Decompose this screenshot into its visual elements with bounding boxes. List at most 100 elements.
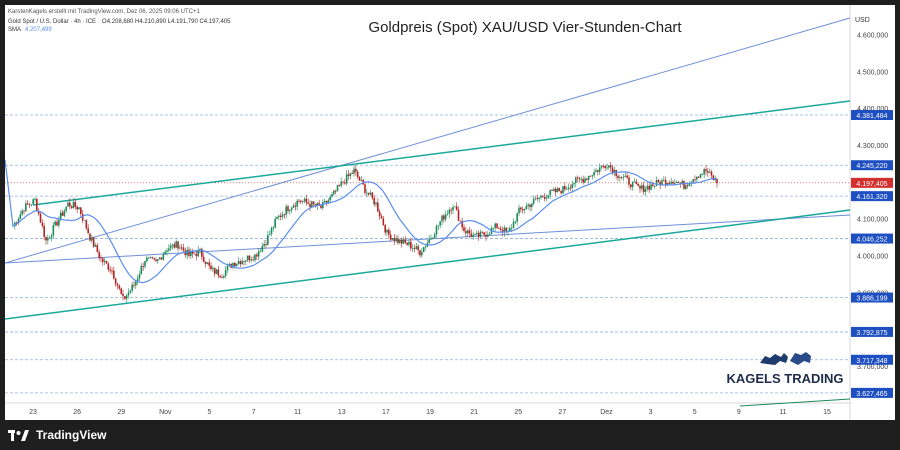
channel-line-lower[interactable]	[4, 209, 851, 320]
candle-97[interactable]	[190, 248, 192, 260]
candle-268[interactable]	[503, 225, 506, 237]
candle-295[interactable]	[553, 187, 555, 192]
candle-362[interactable]	[675, 180, 678, 183]
candle-44[interactable]	[92, 236, 95, 248]
candle-188[interactable]	[356, 170, 359, 180]
candle-184[interactable]	[349, 172, 352, 180]
candle-275[interactable]	[516, 212, 518, 226]
candle-203[interactable]	[384, 224, 386, 236]
candle-247[interactable]	[465, 227, 467, 237]
candle-37[interactable]	[80, 207, 82, 218]
candle-349[interactable]	[652, 181, 654, 188]
candle-60[interactable]	[122, 289, 124, 301]
candle-208[interactable]	[393, 233, 396, 245]
candle-213[interactable]	[402, 236, 405, 245]
candle-274[interactable]	[514, 220, 517, 224]
candle-159[interactable]	[303, 197, 306, 204]
candle-378[interactable]	[705, 164, 707, 176]
candle-340[interactable]	[635, 178, 638, 185]
candle-14[interactable]	[37, 208, 40, 216]
candle-83[interactable]	[164, 249, 166, 255]
candle-205[interactable]	[388, 227, 390, 239]
candle-344[interactable]	[642, 181, 645, 195]
candle-363[interactable]	[677, 181, 680, 183]
candle-148[interactable]	[283, 213, 286, 219]
candle-111[interactable]	[215, 268, 218, 275]
candle-331[interactable]	[619, 174, 621, 182]
candle-187[interactable]	[355, 165, 357, 176]
candle-314[interactable]	[587, 175, 590, 184]
candle-383[interactable]	[714, 175, 716, 184]
candle-267[interactable]	[501, 226, 504, 237]
candle-382[interactable]	[712, 174, 715, 181]
candle-58[interactable]	[118, 284, 121, 291]
candle-290[interactable]	[543, 193, 546, 202]
candle-218[interactable]	[411, 244, 414, 253]
candle-16[interactable]	[41, 219, 44, 228]
candle-292[interactable]	[547, 194, 550, 199]
candle-317[interactable]	[593, 168, 595, 178]
candle-273[interactable]	[512, 218, 515, 229]
candle-221[interactable]	[417, 244, 419, 255]
candle-65[interactable]	[131, 281, 133, 293]
candle-40[interactable]	[85, 219, 88, 230]
candle-185[interactable]	[351, 170, 353, 175]
candle-217[interactable]	[410, 238, 412, 251]
candle-64[interactable]	[129, 289, 132, 295]
candle-135[interactable]	[259, 248, 262, 253]
trendline-lower-blue[interactable]	[4, 214, 851, 264]
candle-11[interactable]	[32, 198, 34, 205]
price-chart[interactable]: 4.600,000 4.500,000 4.400,000 4.300,000 4.10…	[4, 5, 895, 420]
candle-29[interactable]	[65, 206, 67, 214]
candle-108[interactable]	[210, 262, 212, 272]
candle-70[interactable]	[140, 263, 143, 275]
candle-245[interactable]	[461, 217, 463, 231]
candle-32[interactable]	[70, 205, 73, 209]
candle-348[interactable]	[650, 180, 652, 191]
candle-227[interactable]	[428, 235, 430, 244]
candle-234[interactable]	[441, 214, 443, 226]
candle-23[interactable]	[54, 219, 56, 227]
candle-100[interactable]	[195, 251, 198, 261]
candle-91[interactable]	[179, 244, 181, 250]
candle-211[interactable]	[399, 238, 401, 245]
candle-286[interactable]	[536, 194, 539, 202]
candle-206[interactable]	[389, 230, 392, 242]
candle-366[interactable]	[683, 180, 685, 190]
tradingview-logo[interactable]: TradingView	[8, 428, 106, 442]
candle-175[interactable]	[333, 189, 335, 196]
candle-212[interactable]	[400, 237, 403, 248]
candle-180[interactable]	[342, 180, 344, 185]
candle-266[interactable]	[499, 225, 502, 232]
candle-345[interactable]	[644, 186, 647, 197]
candle-85[interactable]	[168, 244, 170, 253]
candle-56[interactable]	[114, 277, 117, 287]
candle-80[interactable]	[158, 256, 161, 260]
candle-277[interactable]	[520, 206, 522, 213]
candle-19[interactable]	[47, 234, 49, 245]
candle-153[interactable]	[292, 203, 295, 209]
candle-161[interactable]	[307, 198, 309, 205]
candle-351[interactable]	[655, 176, 658, 187]
candle-156[interactable]	[298, 198, 300, 204]
candle-31[interactable]	[69, 198, 71, 210]
candle-76[interactable]	[151, 256, 154, 259]
candle-303[interactable]	[567, 183, 570, 192]
candle-313[interactable]	[586, 178, 588, 181]
candle-232[interactable]	[437, 225, 440, 230]
candle-93[interactable]	[182, 243, 185, 253]
candle-138[interactable]	[265, 239, 267, 248]
candle-339[interactable]	[633, 178, 636, 183]
candle-308[interactable]	[576, 175, 579, 183]
candle-107[interactable]	[208, 258, 210, 270]
candle-293[interactable]	[549, 189, 551, 199]
candle-271[interactable]	[509, 226, 511, 232]
candle-321[interactable]	[600, 165, 603, 170]
candle-17[interactable]	[43, 222, 45, 241]
candle-373[interactable]	[696, 176, 698, 183]
candle-262[interactable]	[492, 227, 495, 232]
candle-54[interactable]	[111, 267, 113, 276]
candle-183[interactable]	[347, 170, 350, 180]
candle-75[interactable]	[149, 256, 152, 259]
candle-134[interactable]	[257, 248, 260, 261]
